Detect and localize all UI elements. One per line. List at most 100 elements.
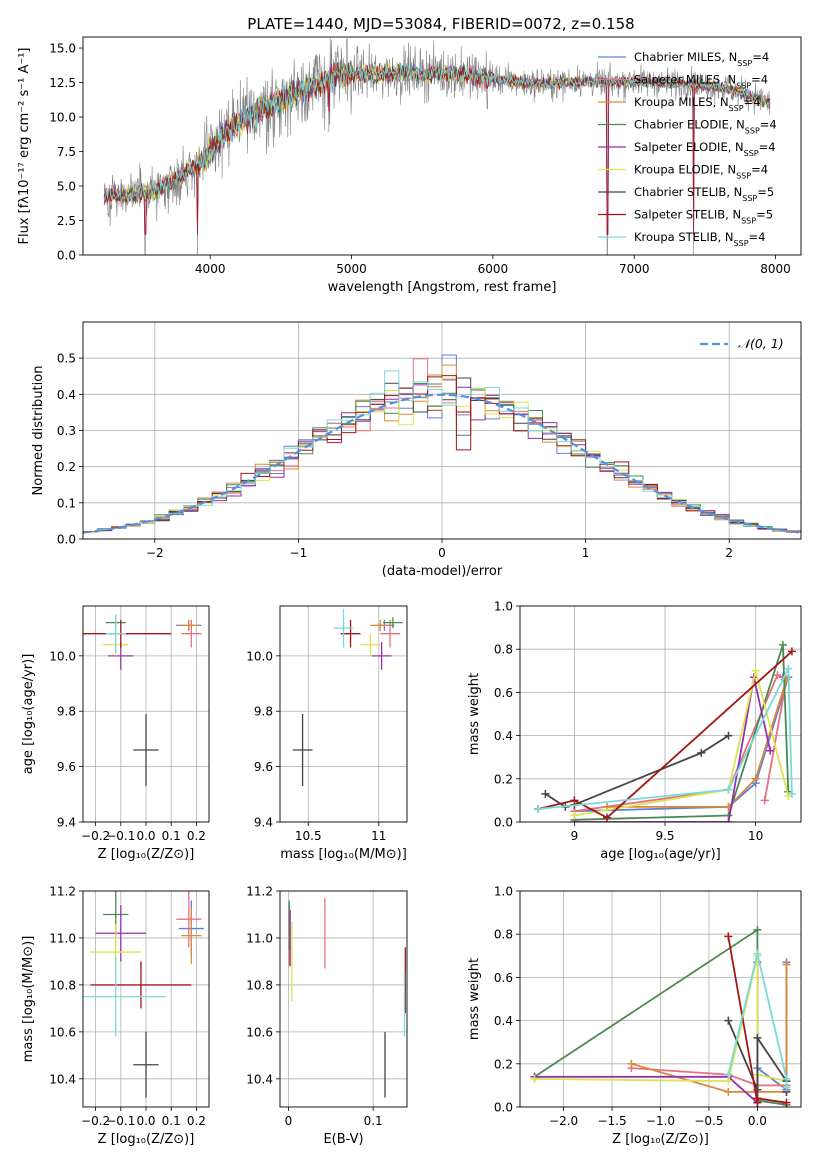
legend-entry: Salpeter ELODIE, NSSP=4 (634, 140, 776, 158)
x-tick-label: 7000 (619, 262, 650, 276)
y-tick-label: 15.0 (49, 42, 76, 56)
y-tick-label: 10.4 (246, 1072, 273, 1086)
plot-area (530, 925, 791, 1107)
legend-text: =4 (751, 163, 768, 177)
y-tick-label: 0.1 (57, 496, 76, 510)
weight-line-5 (574, 670, 790, 817)
model-line-8 (103, 61, 771, 204)
y-tick-label: 0.0 (57, 249, 76, 263)
y-tick-label: 10.6 (49, 1025, 76, 1039)
weight-marker (782, 1083, 791, 1092)
x-tick-label: −0.5 (694, 1114, 723, 1128)
gaussian-legend-label: 𝒩(0, 1) (738, 336, 784, 351)
plot-area (534, 640, 796, 822)
x-tick-label: 0.1 (364, 1114, 383, 1128)
panel-mass-weight-vs-Z: −2.0 −1.5 −1.0 −0.5 0.0 0.0 0.2 0.4 0.6 0.8 1.0 Z [… (467, 885, 802, 1147)
axes-frame (82, 36, 802, 256)
weight-marker (766, 746, 775, 755)
legend-text: Salpeter ELODIE, N (634, 140, 744, 154)
x-axis-label: (data-model)/error (382, 564, 503, 579)
grid (280, 890, 407, 1107)
x-axis-label: mass [log₁₀(M/M⊙)] (280, 847, 407, 862)
weight-marker (751, 774, 760, 783)
axes: −2 −1 0 1 2 0.0 0.1 0.2 0.3 0.4 0.5 (data-model)/er… (31, 321, 802, 579)
weight-marker (541, 789, 550, 798)
y-tick-label: 2.5 (57, 214, 76, 228)
y-tick-label: 9.4 (57, 816, 76, 830)
x-tick-label: −0.1 (106, 829, 135, 843)
legend-subscript: SSP (737, 59, 752, 68)
weight-marker (697, 748, 706, 757)
panel-mass-weight-vs-age: 9 9.5 10 0.0 0.2 0.4 0.6 0.8 1.0 age [log₁₀(age/y… (467, 600, 802, 862)
x-tick-label: 10.5 (295, 829, 322, 843)
weight-marker (782, 1074, 791, 1083)
panel-spectrum: 4000 5000 6000 7000 8000 0.0 2.5 5.0 7.5 10.0 12.5… (17, 36, 802, 295)
weight-line-7 (537, 650, 793, 819)
panel-residuals: −2 −1 0 1 2 0.0 0.1 0.2 0.3 0.4 0.5 (data-model)/er… (31, 321, 802, 579)
legend-text: Chabrier MILES, N (634, 50, 737, 64)
weight-line-8 (727, 953, 788, 1088)
weight-marker (753, 1033, 762, 1042)
y-tick-label: 0.5 (57, 352, 76, 366)
legend-text: =4 (744, 95, 761, 109)
y-tick-label: 11.2 (49, 885, 76, 899)
axes-frame (279, 605, 408, 823)
y-tick-label: 0.8 (494, 643, 513, 657)
x-tick-label: 0.0 (136, 829, 155, 843)
axes-frame (519, 605, 802, 823)
weight-marker (724, 932, 733, 941)
axes: 10.5 11 9.4 9.6 9.8 10.0 mass [log₁₀(M/M⊙)] (246, 605, 408, 862)
legend-text: =5 (757, 185, 774, 199)
y-axis-label: mass weight (467, 958, 482, 1040)
legend-text: =4 (759, 140, 776, 154)
histogram-2 (83, 364, 801, 533)
legend-subscript: SSP (742, 194, 757, 203)
plot-area (83, 614, 202, 786)
plot-area (292, 608, 403, 786)
x-tick-label: 9 (571, 829, 579, 843)
gaussian-curve (83, 393, 801, 534)
panel-mass-vs-EBV: 0 0.1 10.4 10.6 10.8 11.0 11.2 E(B-V) (246, 885, 408, 1147)
weight-line-0 (756, 962, 788, 1092)
weight-line-4 (574, 677, 772, 822)
y-tick-label: 0.0 (494, 1101, 513, 1115)
legend-subscript: SSP (741, 216, 756, 225)
legend-text: =4 (760, 118, 777, 132)
legend-entry: Chabrier STELIB, NSSP=5 (634, 185, 774, 203)
weight-marker (773, 671, 782, 680)
y-tick-label: 0.4 (494, 729, 513, 743)
x-tick-label: 5000 (336, 262, 367, 276)
legend-text: Kroupa STELIB, N (634, 230, 734, 244)
legend-entry: Kroupa ELODIE, NSSP=4 (634, 163, 768, 181)
grid (520, 605, 801, 823)
y-tick-label: 11.0 (49, 931, 76, 945)
weight-marker (778, 640, 787, 649)
weight-marker (724, 731, 733, 740)
legend-text: Chabrier STELIB, N (634, 185, 742, 199)
weight-marker (753, 949, 762, 958)
x-tick-label: −2.0 (549, 1114, 578, 1128)
plot-area (103, 37, 771, 255)
weight-marker (787, 647, 796, 656)
x-axis-label: Z [log₁₀(Z/Z⊙)] (98, 847, 195, 862)
plot-area (83, 891, 204, 1098)
x-tick-label: −1 (290, 546, 308, 560)
weight-marker (724, 1087, 733, 1096)
axes: 0 0.1 10.4 10.6 10.8 11.0 11.2 E(B-V) (246, 885, 408, 1147)
y-tick-label: 10.8 (246, 978, 273, 992)
axes: −2.0 −1.5 −1.0 −0.5 0.0 0.0 0.2 0.4 0.6 0.8 1.0 Z [… (467, 885, 802, 1147)
axes-frame (82, 321, 802, 540)
y-tick-label: 0.2 (57, 460, 76, 474)
y-tick-label: 9.4 (254, 816, 273, 830)
weight-marker (530, 1074, 539, 1083)
legend-text: Chabrier ELODIE, N (634, 118, 745, 132)
y-tick-label: 9.6 (57, 760, 76, 774)
y-tick-label: 9.6 (254, 760, 273, 774)
legend-subscript: SSP (736, 171, 751, 180)
x-tick-label: 6000 (478, 262, 509, 276)
weight-marker (570, 811, 579, 820)
x-tick-label: −0.1 (106, 1114, 135, 1128)
weight-marker (753, 925, 762, 934)
y-tick-label: 7.5 (57, 145, 76, 159)
